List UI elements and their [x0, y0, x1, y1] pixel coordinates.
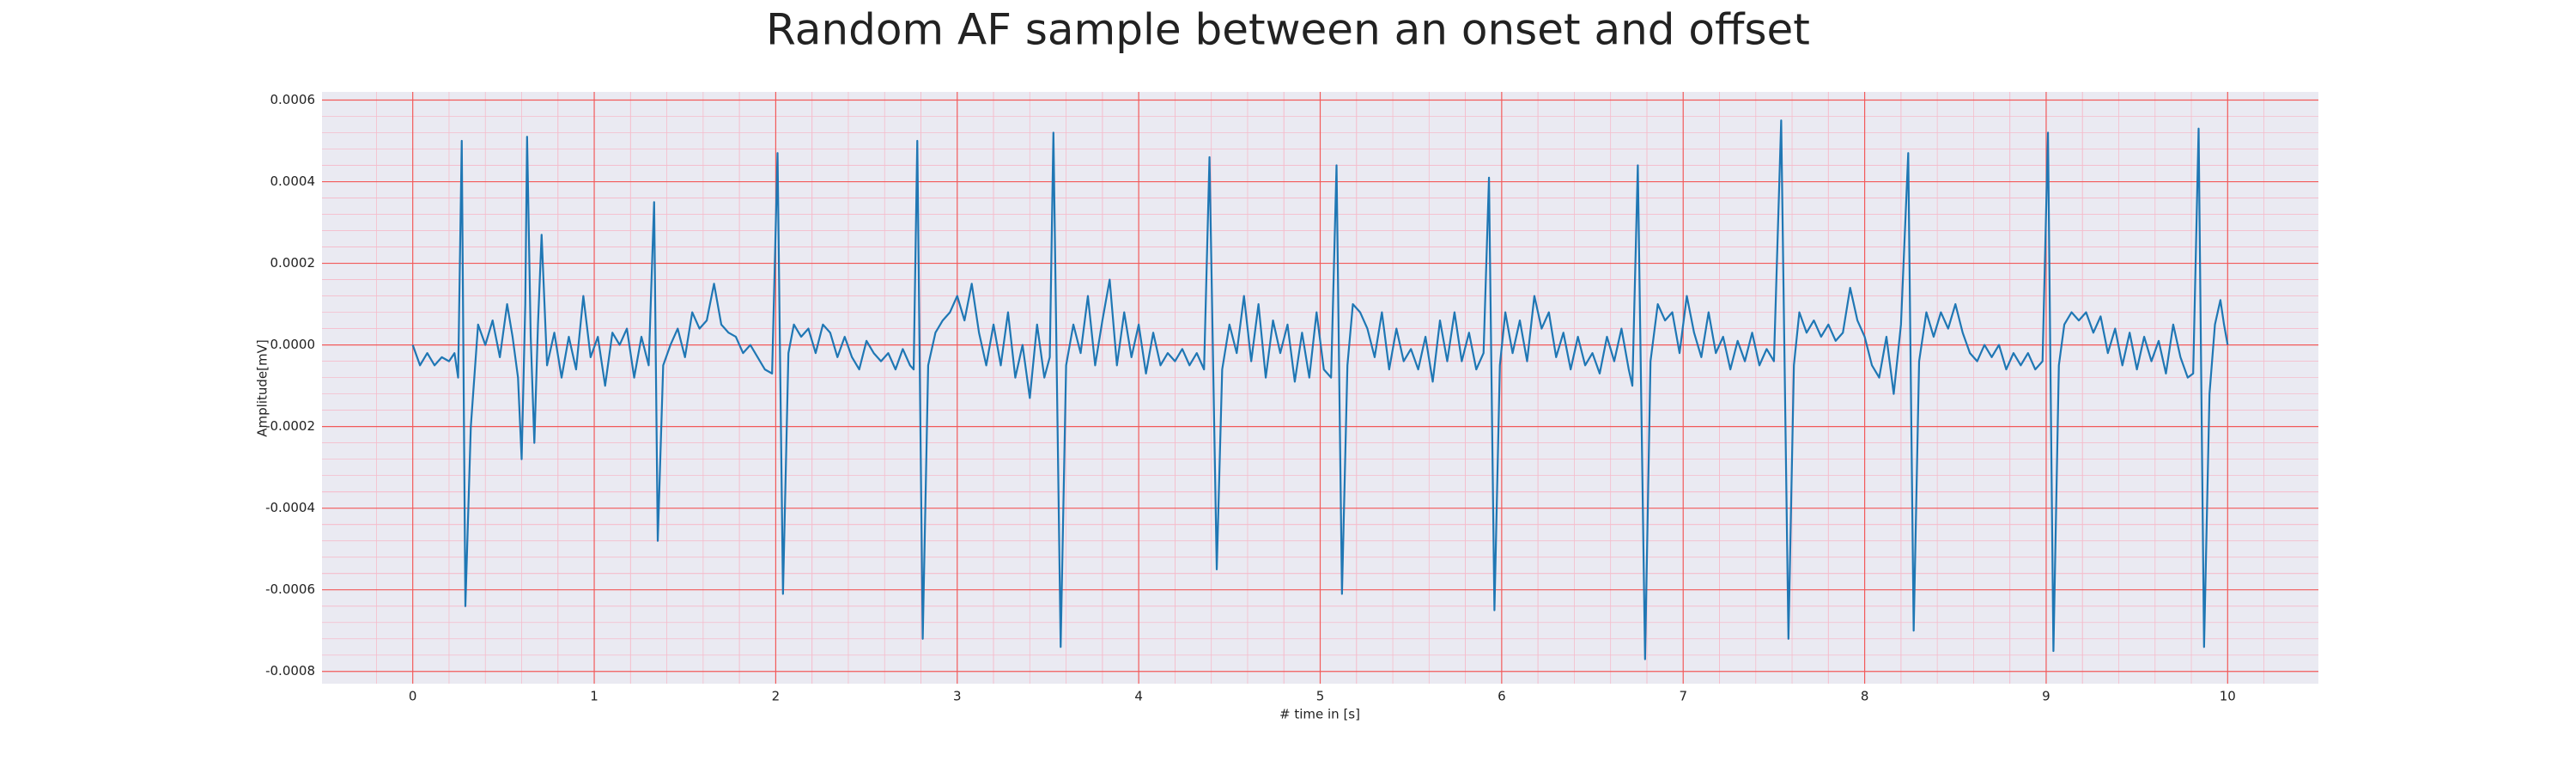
x-tick-label: 10 [2220, 689, 2236, 704]
x-tick-label: 4 [1134, 689, 1143, 704]
y-tick-label: -0.0008 [265, 663, 315, 679]
x-tick-label: 0 [409, 689, 417, 704]
plot-area [322, 92, 2318, 684]
y-tick-label: -0.0002 [265, 418, 315, 434]
y-tick-label: 0.0000 [270, 337, 316, 352]
y-tick-label: 0.0002 [270, 255, 316, 271]
x-tick-label: 9 [2042, 689, 2050, 704]
signal-line [411, 119, 2229, 660]
y-tick-label: 0.0006 [270, 92, 316, 107]
y-tick-label: -0.0004 [265, 500, 315, 515]
x-axis-label: # time in [s] [1279, 707, 1360, 722]
x-tick-label: 1 [590, 689, 598, 704]
x-tick-label: 2 [772, 689, 781, 704]
x-tick-label: 8 [1861, 689, 1869, 704]
y-axis-label: Amplitude[mV] [255, 339, 270, 436]
x-tick-label: 5 [1316, 689, 1325, 704]
x-tick-label: 3 [953, 689, 962, 704]
x-tick-label: 7 [1679, 689, 1687, 704]
chart-title: Random AF sample between an onset and of… [766, 5, 1810, 55]
y-tick-label: -0.0006 [265, 581, 315, 597]
y-tick-label: 0.0004 [270, 173, 316, 189]
x-tick-label: 6 [1498, 689, 1506, 704]
